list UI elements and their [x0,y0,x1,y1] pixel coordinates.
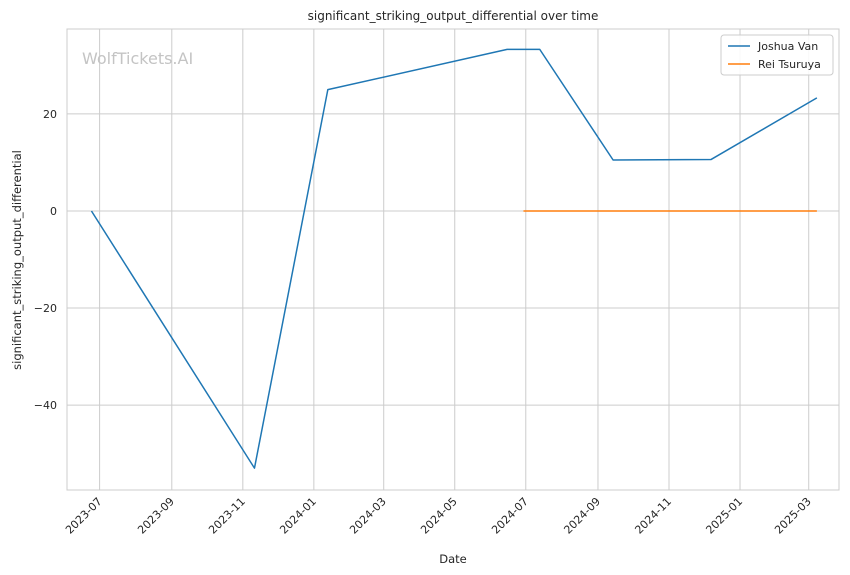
series-line-joshua-van [90,48,818,469]
y-axis-title: significant_striking_output_differential [10,150,24,370]
y-tick-label: −40 [34,399,57,412]
chart-title: significant_striking_output_differential… [308,9,599,23]
y-tick-label: −20 [34,302,57,315]
series-lines [90,48,818,469]
legend-label-rei-tsuruya: Rei Tsuruya [758,58,821,71]
x-axis-title: Date [439,552,467,566]
y-tick-label: 20 [43,108,57,121]
grid-lines [67,29,839,490]
plot-frame [66,28,840,491]
watermark-text: WolfTickets.AI [82,49,193,68]
y-axis-ticks: −40 −20 0 20 [34,108,57,412]
legend-label-joshua-van: Joshua Van [757,40,818,53]
y-tick-label: 0 [50,205,57,218]
legend: Joshua Van Rei Tsuruya [720,34,834,76]
legend-box [720,34,834,76]
